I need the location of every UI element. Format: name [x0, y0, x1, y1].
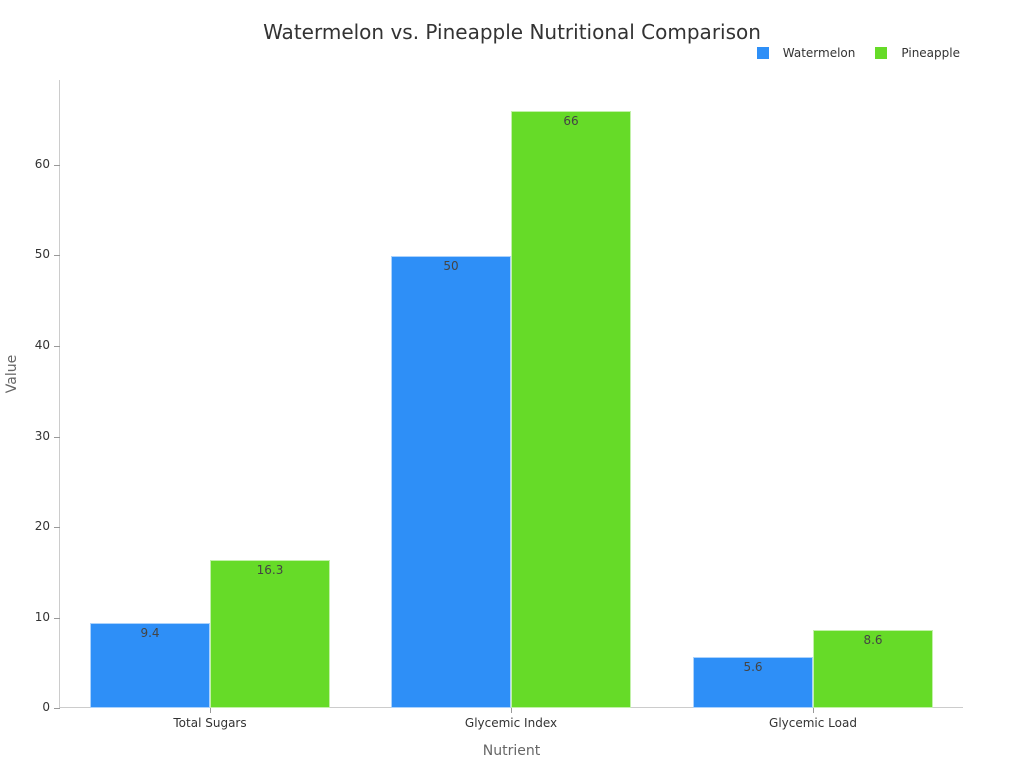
x-tick: [511, 708, 512, 713]
bar-pineapple-total-sugars[interactable]: [210, 560, 330, 708]
bar-pineapple-glycemic-index[interactable]: [511, 110, 631, 708]
y-tick-label: 0: [42, 700, 50, 714]
chart-title: Watermelon vs. Pineapple Nutritional Com…: [263, 20, 761, 44]
y-tick-label: 40: [34, 338, 50, 352]
y-tick-label: 50: [34, 247, 50, 261]
legend-swatch-watermelon: [756, 47, 769, 59]
legend-swatch-pineapple: [875, 47, 888, 59]
bar-value-label: 9.4: [140, 625, 160, 640]
x-axis-title: Nutrient: [482, 743, 541, 759]
bar-watermelon-glycemic-index[interactable]: [391, 255, 511, 708]
bar-value-label: 16.3: [256, 563, 284, 578]
bar-value-label: 5.6: [743, 660, 763, 675]
y-tick: [54, 618, 60, 619]
legend-label: Pineapple: [901, 46, 960, 60]
bar-watermelon-total-sugars[interactable]: [90, 622, 210, 708]
legend-item-watermelon[interactable]: Watermelon: [756, 46, 856, 60]
y-tick: [54, 255, 60, 256]
x-tick-label: Total Sugars: [173, 716, 247, 730]
x-tick: [813, 708, 814, 713]
y-tick: [54, 437, 60, 438]
y-axis-line: [59, 80, 60, 708]
x-tick: [210, 708, 211, 713]
y-tick: [54, 346, 60, 347]
y-tick: [54, 165, 60, 166]
legend-item-pineapple[interactable]: Pineapple: [875, 46, 960, 60]
y-tick: [54, 708, 60, 709]
y-tick-label: 10: [34, 610, 50, 624]
y-axis-title: Value: [4, 354, 20, 394]
bar-pineapple-glycemic-load[interactable]: [813, 630, 933, 708]
bar-watermelon-glycemic-load[interactable]: [693, 657, 813, 708]
bar-value-label: 8.6: [863, 633, 883, 648]
y-tick-label: 20: [34, 519, 50, 533]
bar-value-label: 50: [443, 258, 459, 273]
bar-value-label: 66: [563, 113, 579, 128]
y-tick-label: 30: [34, 429, 50, 443]
x-tick-label: Glycemic Index: [464, 716, 558, 730]
x-tick-label: Glycemic Load: [769, 716, 857, 730]
y-tick-label: 60: [34, 157, 50, 171]
legend-label: Watermelon: [782, 46, 856, 60]
legend: Watermelon Pineapple: [737, 46, 960, 60]
y-tick: [54, 527, 60, 528]
